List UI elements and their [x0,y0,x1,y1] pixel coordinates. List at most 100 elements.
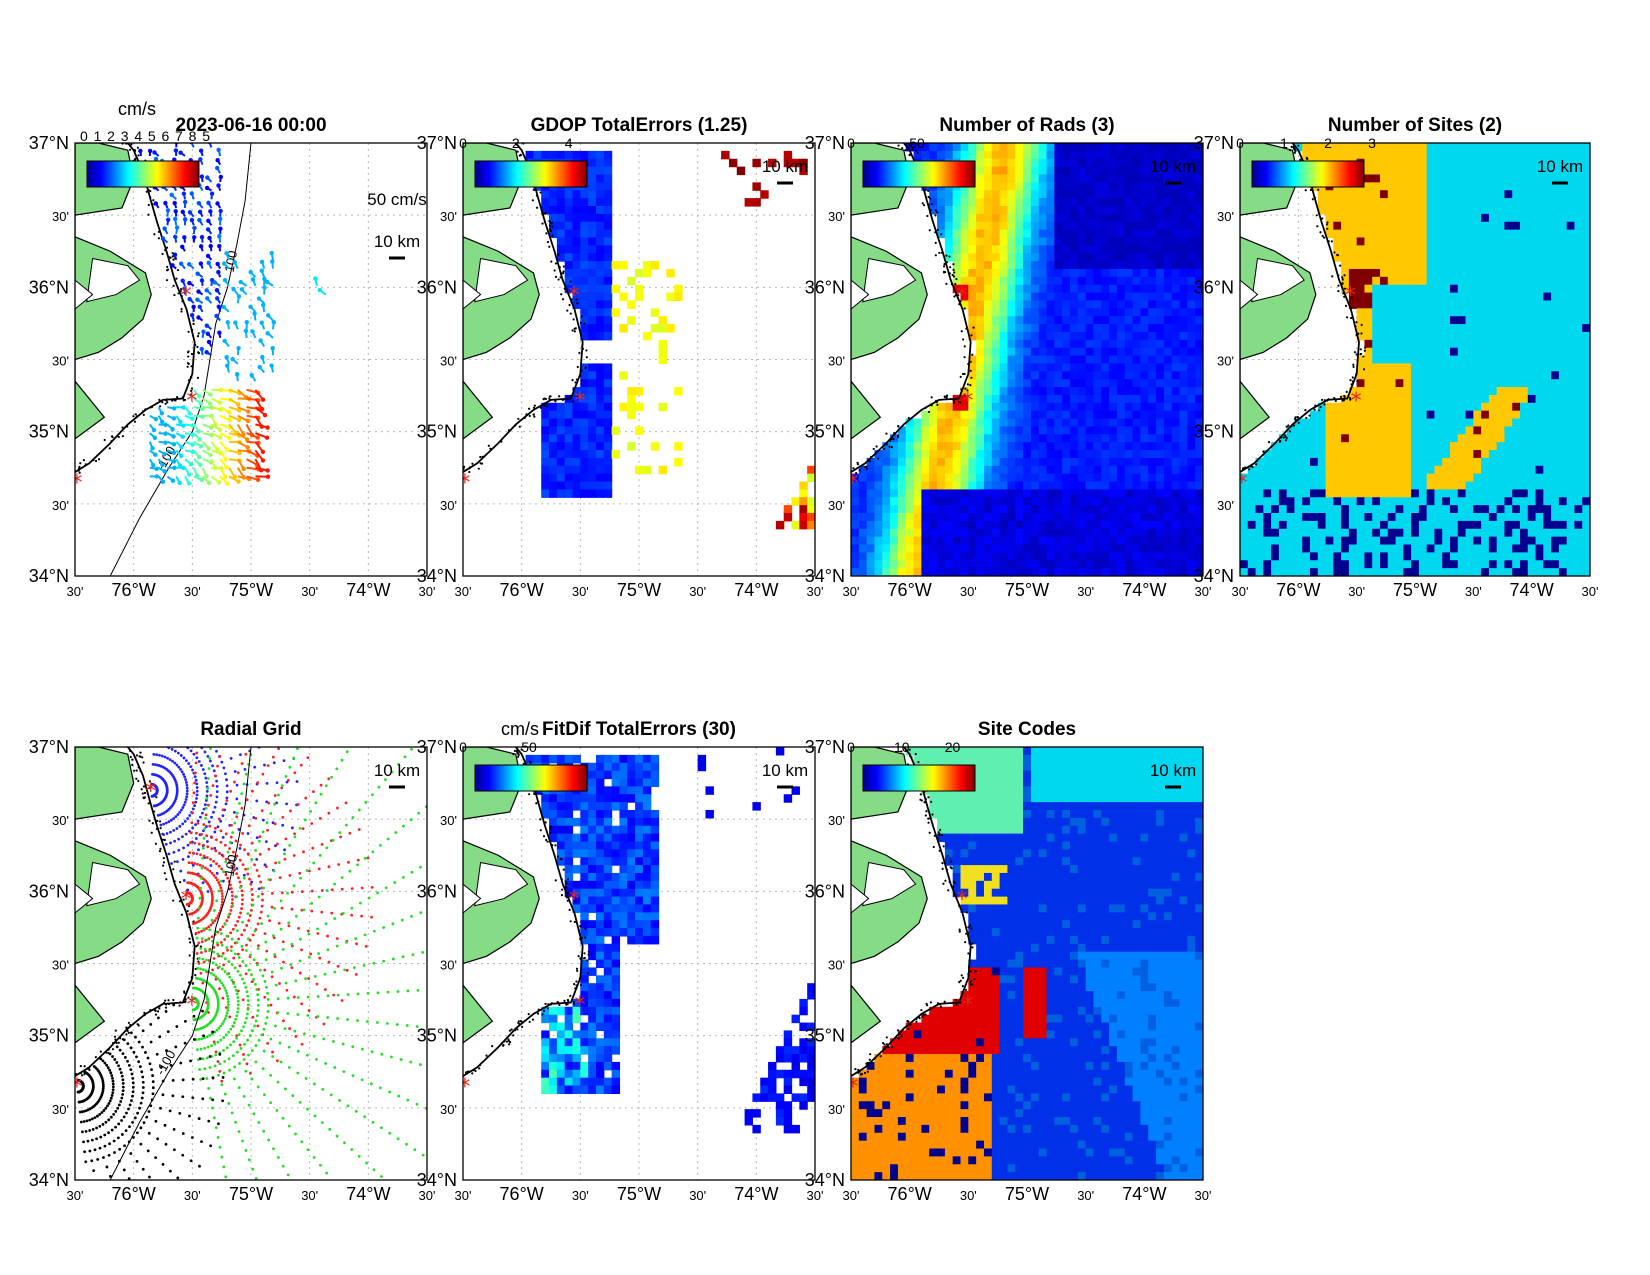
grid-cell [1356,387,1366,396]
grid-cell [1030,560,1040,569]
grid-cell [1535,481,1544,490]
grid-cell [1395,402,1404,412]
grid-cell [1030,402,1040,412]
grid-cell [890,465,899,475]
grid-cell [1418,450,1428,459]
grid-cell [1434,284,1443,294]
hf-site-marker: * [568,284,579,309]
grid-cell [1195,324,1203,333]
grid-cell [1132,347,1142,357]
grid-cell [897,465,907,475]
grid-cell [999,253,1009,262]
grid-cell [1566,528,1576,538]
grid-cell [572,387,581,396]
grid-cell [564,450,574,459]
grid-cell [1310,450,1319,459]
grid-cell [1054,473,1063,483]
grid-cell [1054,253,1063,262]
grid-cell [1535,418,1544,428]
grid-cell [1403,434,1412,443]
grid-cell [1077,528,1087,538]
grid-cell [1023,261,1032,270]
grid-cell [580,481,589,490]
grid-cell [650,324,660,333]
grid-cell [1255,528,1264,538]
grid-cell [1356,442,1366,451]
grid-cell [1527,473,1537,483]
grid-cell [1356,355,1366,365]
grid-cell [952,418,962,428]
grid-cell [1077,434,1087,443]
grid-cell [1132,371,1142,380]
grid-cell [556,489,566,498]
grid-cell [1085,182,1095,191]
x-tick-label: 30' [807,584,824,599]
grid-cell [1551,418,1560,428]
grid-cell [1535,505,1544,514]
grid-cell [976,528,985,538]
grid-cell [1403,363,1412,372]
grid-cell [1023,363,1032,372]
grid-cell [1551,324,1560,333]
grid-cell [1504,402,1513,412]
grid-cell [572,457,581,467]
grid-cell [1030,568,1040,576]
grid-cell [1364,544,1373,553]
grid-cell [1007,182,1016,191]
grid-cell [1566,465,1576,475]
grid-cell [1348,457,1358,467]
grid-cell [1070,450,1079,459]
grid-cell [1356,205,1366,215]
grid-cell [937,497,946,506]
grid-cell [1085,465,1095,475]
grid-cell [1395,158,1404,168]
grid-cell [1395,143,1404,152]
grid-cell [1481,418,1490,428]
grid-cell [1140,410,1149,420]
grid-cell [1473,150,1482,160]
grid-cell [1535,143,1544,152]
grid-cell [1504,457,1513,467]
current-vector [190,143,195,148]
grid-cell [1148,513,1157,522]
grid-cell [1179,331,1188,341]
grid-cell [1520,158,1529,168]
grid-cell [1101,379,1110,388]
grid-cell [1372,300,1381,309]
x-tick-label: 75°W [229,580,273,600]
grid-cell [1348,268,1358,278]
grid-cell [1364,379,1373,388]
grid-cell [1187,150,1196,160]
grid-cell [1007,292,1016,302]
grid-cell [1140,402,1149,412]
grid-cell [1187,143,1196,152]
grid-cell [1356,324,1366,333]
grid-cell [1156,434,1165,443]
grid-cell [1582,560,1590,569]
grid-cell [1496,213,1506,223]
grid-cell [1457,363,1467,372]
grid-cell [1442,371,1451,380]
grid-cell [1356,268,1366,278]
grid-cell [1179,276,1188,286]
grid-cell [976,150,985,160]
grid-cell [1148,426,1157,435]
grid-cell [1163,497,1173,506]
grid-cell [1380,426,1389,435]
grid-cell [1543,489,1552,498]
grid-cell [897,434,907,443]
grid-cell [1418,182,1428,191]
grid-cell [1046,513,1055,522]
radial-grid-point [156,813,160,817]
grid-cell [1023,457,1032,467]
grid-cell [1527,355,1537,365]
grid-cell [968,268,977,278]
grid-cell [1085,205,1095,215]
grid-cell [897,442,907,451]
grid-cell [905,528,915,538]
grid-cell [1418,166,1428,176]
grid-cell [1046,300,1055,309]
grid-cell [1496,253,1506,262]
grid-cell [1278,457,1288,467]
grid-cell [1341,505,1350,514]
